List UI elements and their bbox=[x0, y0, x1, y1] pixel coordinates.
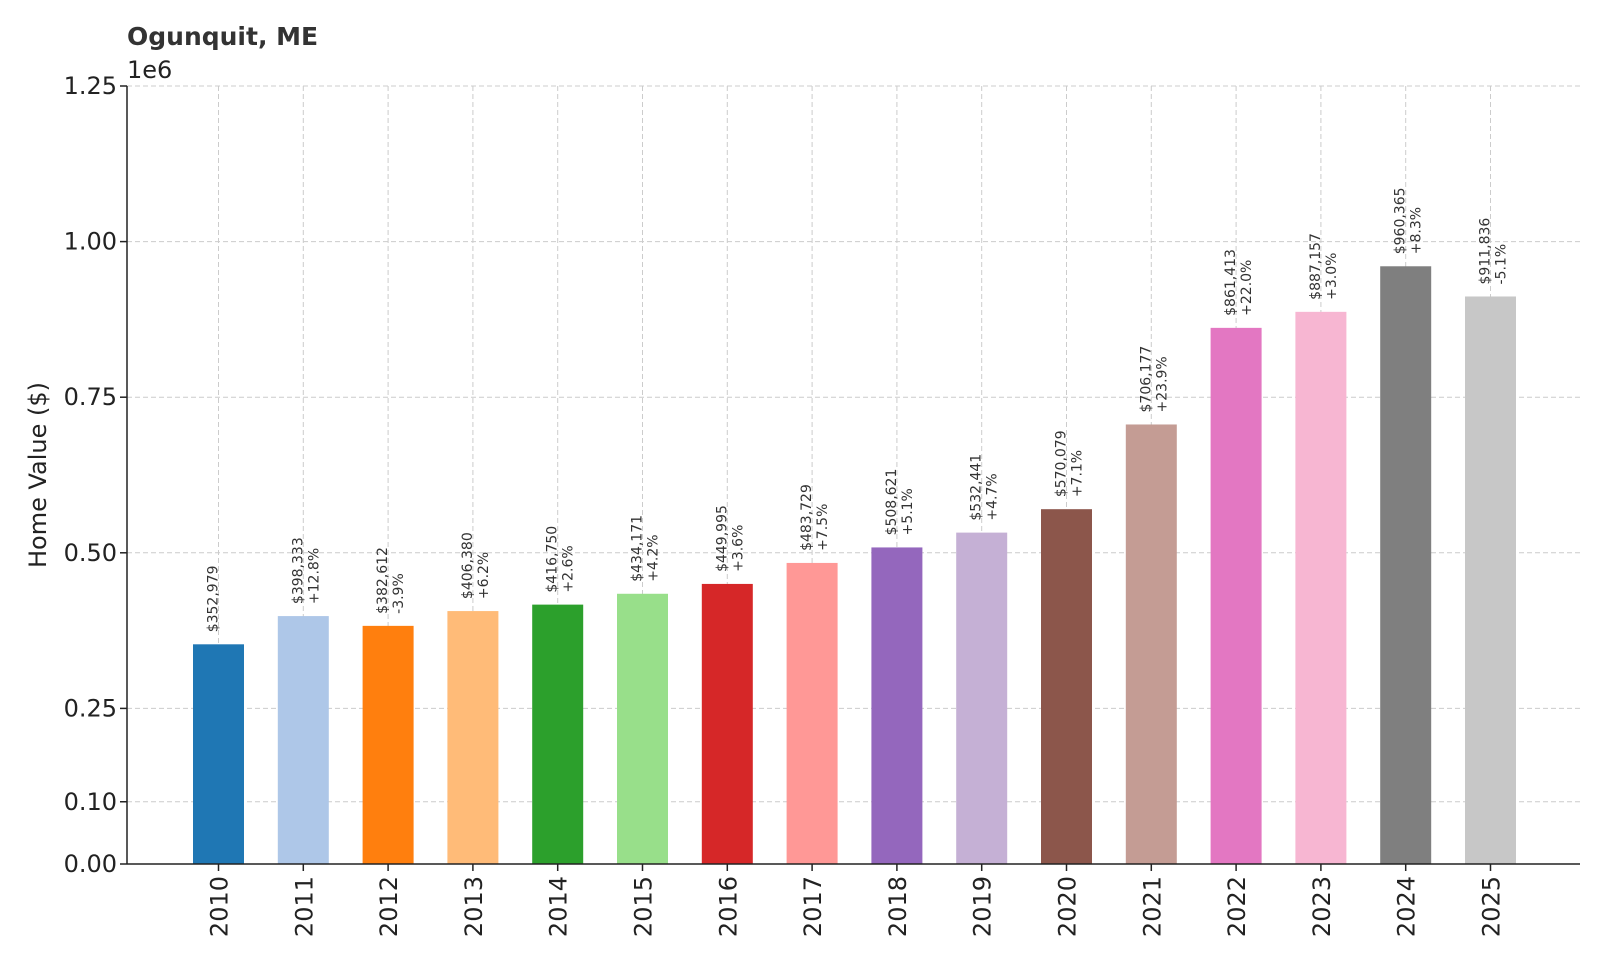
bar-change-label: +12.8% bbox=[306, 548, 322, 604]
bar-label-2014: $416,750+2.6% bbox=[545, 526, 577, 593]
bar-change-label: +8.3% bbox=[1409, 207, 1425, 254]
x-tick-label-2014: 2014 bbox=[545, 876, 573, 937]
x-tick-label-2020: 2020 bbox=[1054, 876, 1082, 937]
bar-change-label: +3.0% bbox=[1324, 253, 1340, 300]
y-tick-label: 1.25 bbox=[64, 72, 117, 100]
y-tick-label: 0.75 bbox=[64, 383, 117, 411]
bar-change-label: +4.7% bbox=[985, 473, 1001, 520]
x-tick-label-2015: 2015 bbox=[630, 876, 658, 937]
bar-value-label: $434,171 bbox=[630, 515, 646, 582]
bar-2016 bbox=[701, 583, 753, 864]
bar-2013 bbox=[447, 611, 499, 864]
x-tick-label-2012: 2012 bbox=[375, 876, 403, 937]
bar-label-2011: $398,333+12.8% bbox=[290, 537, 322, 604]
bar-value-label: $382,612 bbox=[375, 547, 391, 614]
x-tick-label-2023: 2023 bbox=[1308, 876, 1336, 937]
bar-change-label: +6.2% bbox=[476, 552, 492, 599]
bar-value-label: $911,836 bbox=[1478, 218, 1494, 285]
bar-change-label: -3.9% bbox=[391, 573, 407, 614]
bar-2011 bbox=[277, 616, 329, 864]
bar-label-2016: $449,995+3.6% bbox=[714, 505, 746, 572]
bar-value-label: $861,413 bbox=[1223, 249, 1239, 316]
bars bbox=[193, 266, 1516, 865]
y-tick-label: 0.50 bbox=[64, 539, 117, 567]
bar-label-2012: $382,612-3.9% bbox=[375, 547, 407, 614]
x-tick-label-2022: 2022 bbox=[1223, 876, 1251, 937]
bar-label-2024: $960,365+8.3% bbox=[1393, 187, 1425, 254]
chart-title: Ogunquit, ME bbox=[127, 22, 318, 51]
bar-2012 bbox=[362, 625, 414, 864]
bar-label-2019: $532,441+4.7% bbox=[969, 454, 1001, 521]
bar-label-2018: $508,621+5.1% bbox=[884, 469, 916, 536]
y-axis-exponent-label: 1e6 bbox=[127, 56, 172, 84]
bar-value-label: $532,441 bbox=[969, 454, 985, 521]
bar-2019 bbox=[956, 532, 1008, 864]
bar-value-label: $483,729 bbox=[799, 484, 815, 551]
bar-change-label: -5.1% bbox=[1494, 244, 1510, 285]
bar-2021 bbox=[1125, 424, 1177, 864]
bar-value-label: $887,157 bbox=[1308, 233, 1324, 300]
x-tick-label-2025: 2025 bbox=[1478, 876, 1506, 937]
bar-change-label: +7.1% bbox=[1070, 450, 1086, 497]
bar-label-2021: $706,177+23.9% bbox=[1138, 346, 1170, 413]
y-axis-label: Home Value ($) bbox=[24, 382, 52, 568]
x-tick-label-2021: 2021 bbox=[1138, 876, 1166, 937]
bar-change-label: +5.1% bbox=[900, 488, 916, 535]
x-tick-label-2016: 2016 bbox=[714, 876, 742, 937]
x-tick-label-2019: 2019 bbox=[969, 876, 997, 937]
bar-value-label: $406,380 bbox=[460, 532, 476, 599]
x-tick-label-2013: 2013 bbox=[460, 876, 488, 937]
x-axis-ticks: 2010 2011 2012 2013 2014 2015 2016 2017 2018 2019… bbox=[206, 864, 1506, 937]
bar-value-label: $416,750 bbox=[545, 526, 561, 593]
bar-label-2017: $483,729+7.5% bbox=[799, 484, 831, 551]
bar-value-label: $398,333 bbox=[290, 537, 306, 604]
y-tick-label: 0.00 bbox=[64, 850, 117, 878]
bar-label-2025: $911,836-5.1% bbox=[1478, 218, 1510, 285]
x-tick-label-2018: 2018 bbox=[884, 876, 912, 937]
bar-change-label: +2.6% bbox=[561, 545, 577, 592]
bar-2020 bbox=[1041, 509, 1092, 864]
bar-2025 bbox=[1465, 296, 1516, 864]
bar-2017 bbox=[786, 562, 838, 864]
bar-label-2013: $406,380+6.2% bbox=[460, 532, 492, 599]
bar-2018 bbox=[871, 547, 923, 864]
x-tick-label-2011: 2011 bbox=[290, 876, 318, 937]
bar-value-label: $449,995 bbox=[714, 505, 730, 572]
bar-2015 bbox=[617, 593, 668, 864]
bar-value-label: $508,621 bbox=[884, 469, 900, 536]
bar-value-label: $960,365 bbox=[1393, 187, 1409, 254]
x-tick-label-2010: 2010 bbox=[206, 876, 234, 937]
bar-2024 bbox=[1380, 266, 1432, 865]
bar-label-2022: $861,413+22.0% bbox=[1223, 249, 1255, 316]
y-axis-ticks: 0.00 0.10 0.25 0.50 0.75 1.00 1.25 bbox=[64, 72, 127, 878]
bar-value-label: $706,177 bbox=[1138, 346, 1154, 413]
bar-label-2015: $434,171+4.2% bbox=[630, 515, 662, 582]
bar-label-2023: $887,157+3.0% bbox=[1308, 233, 1340, 300]
bar-change-label: +3.6% bbox=[730, 525, 746, 572]
x-tick-label-2024: 2024 bbox=[1393, 876, 1421, 937]
y-tick-label: 0.10 bbox=[64, 788, 117, 816]
x-tick-label-2017: 2017 bbox=[799, 876, 827, 937]
bar-2023 bbox=[1295, 311, 1347, 864]
bar-label-2010: $352,979 bbox=[206, 565, 222, 632]
bar-value-label: $352,979 bbox=[206, 565, 222, 632]
bar-2014 bbox=[532, 604, 584, 864]
bar-2022 bbox=[1210, 327, 1262, 864]
bar-value-labels: $352,979 $398,333+12.8% $382,612-3.9% $406,… bbox=[206, 187, 1510, 632]
bar-2010 bbox=[193, 644, 244, 864]
bar-change-label: +4.2% bbox=[646, 534, 662, 581]
y-tick-label: 0.25 bbox=[64, 694, 117, 722]
grid-lines bbox=[127, 85, 1580, 864]
bar-change-label: +7.5% bbox=[815, 504, 831, 551]
bar-value-label: $570,079 bbox=[1054, 430, 1070, 497]
bar-change-label: +23.9% bbox=[1154, 356, 1170, 412]
bar-change-label: +22.0% bbox=[1239, 260, 1255, 316]
y-tick-label: 1.00 bbox=[64, 228, 117, 256]
bar-label-2020: $570,079+7.1% bbox=[1054, 430, 1086, 497]
